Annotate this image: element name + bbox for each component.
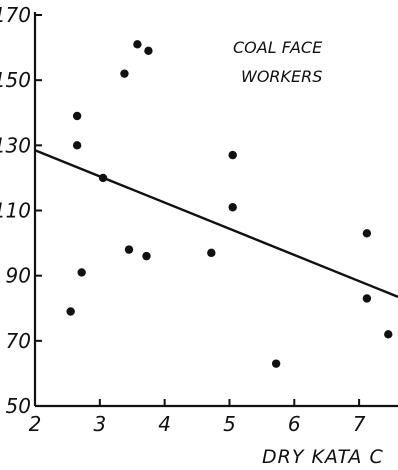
data-point	[120, 69, 129, 78]
data-point	[384, 330, 393, 339]
data-point	[72, 111, 82, 121]
x-axis-label: DRY KATA C	[262, 446, 384, 468]
x-tick-label: 7	[353, 412, 366, 436]
data-point	[72, 141, 82, 150]
x-tick-label: 6	[288, 412, 301, 436]
data-point	[228, 203, 237, 212]
data-point	[144, 46, 153, 56]
annotation-line-1: COAL FACE	[233, 38, 323, 57]
data-point	[142, 251, 151, 261]
y-tick-label: 70	[6, 329, 31, 353]
y-tick-label: 110	[0, 199, 31, 223]
annotation-line-2: WORKERS	[241, 67, 322, 86]
y-tick-label: 130	[0, 133, 31, 157]
y-tick-label: 150	[0, 68, 31, 92]
y-tick-label: 50	[6, 394, 31, 418]
x-tick-label: 4	[158, 412, 171, 436]
y-tick-label: 90	[6, 264, 31, 288]
x-tick-label: 5	[223, 412, 236, 436]
x-tick-label: 2	[29, 412, 42, 436]
data-point	[77, 268, 86, 277]
data-point	[228, 150, 237, 160]
regression-line	[34, 149, 398, 298]
x-tick-label: 3	[93, 412, 106, 436]
data-point	[207, 248, 216, 258]
data-point	[362, 294, 372, 303]
y-tick-label: 170	[0, 3, 31, 27]
annotation-group: COAL FACE WORKERS	[233, 38, 323, 86]
data-point	[124, 245, 134, 254]
data-point	[133, 40, 142, 49]
data-point	[66, 307, 75, 316]
data-point	[98, 173, 108, 183]
data-point	[271, 359, 281, 368]
data-point	[362, 229, 372, 238]
